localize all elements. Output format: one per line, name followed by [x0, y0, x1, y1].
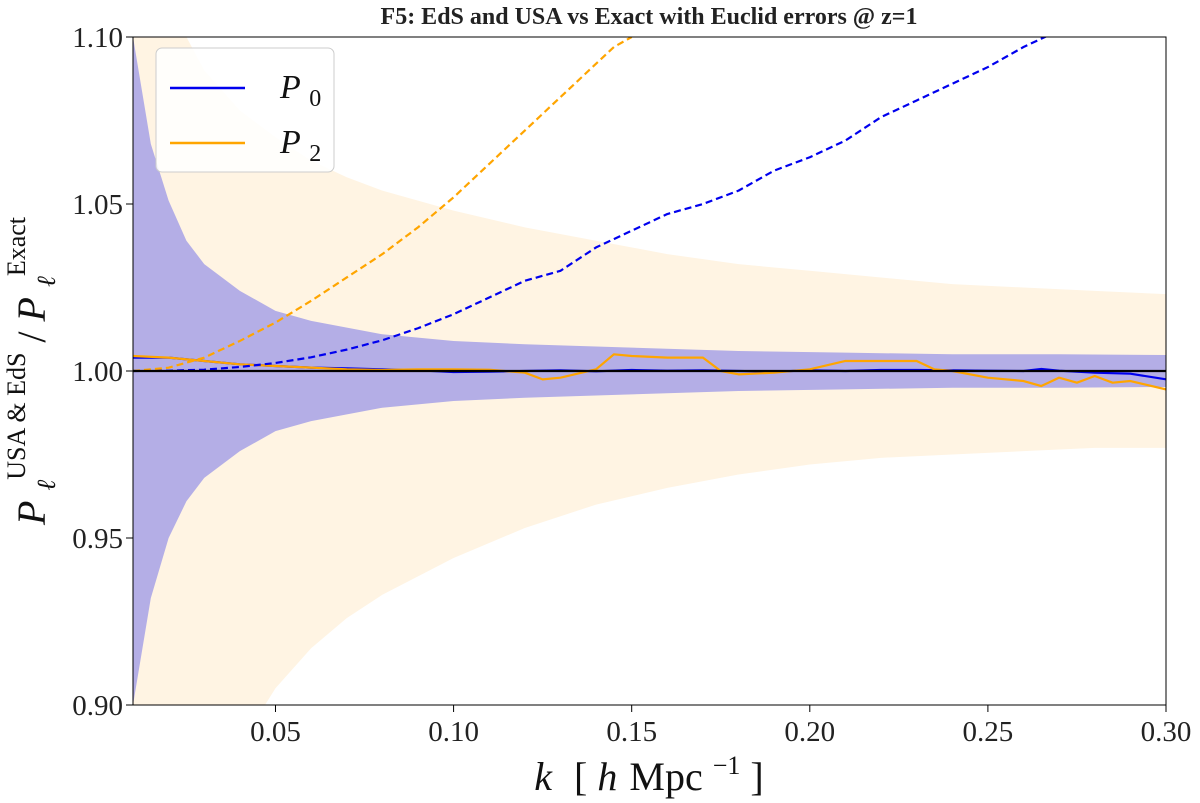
x-tick-label: 0.10: [428, 716, 479, 748]
y-axis-ticks: 0.90 0.95 1.00 1.05 1.10: [72, 22, 133, 722]
legend-box: [155, 47, 335, 173]
y-axis-slash: /: [9, 331, 54, 343]
legend: P 0 P 2: [155, 47, 335, 173]
legend-label-p2: P: [279, 124, 301, 161]
series-line-1: [133, 353, 1166, 391]
legend-sub-p2: 2: [309, 141, 321, 167]
x-tick-label: 0.05: [250, 716, 301, 748]
legend-entry-p2: P 2: [170, 124, 321, 167]
legend-sub-p0: 0: [309, 86, 321, 112]
y-tick-label: 0.95: [72, 523, 123, 555]
x-axis-unit-close: ]: [750, 754, 763, 799]
x-axis-unit-h: h: [597, 754, 617, 799]
svg-text:P 0: P 0: [279, 69, 321, 112]
y-axis-sub2: ℓ: [32, 276, 61, 287]
x-tick-label: 0.30: [1141, 716, 1192, 748]
y-tick-label: 1.05: [72, 189, 123, 221]
x-tick-label: 0.20: [784, 716, 835, 748]
x-axis-unit-exponent: −1: [713, 751, 741, 780]
x-axis-label: k [ h Mpc −1 ]: [534, 738, 763, 799]
x-tick-label: 0.15: [606, 716, 657, 748]
y-axis-var: P: [9, 501, 54, 526]
y-axis-sub: ℓ: [32, 480, 61, 491]
x-axis-ticks: 0.05 0.10 0.15 0.20 0.25 0.30: [250, 705, 1191, 748]
x-axis-unit-mpc: Mpc: [629, 754, 702, 799]
series-line-2: [133, 37, 1048, 373]
y-axis-sup2: Exact: [2, 216, 31, 276]
x-tick-label: 0.25: [963, 716, 1014, 748]
y-axis-var2: P: [9, 297, 54, 322]
legend-entry-p0: P 0: [170, 69, 321, 112]
y-axis-label: P ℓ USA & EdS / P ℓ Exact: [0, 216, 64, 526]
y-tick-label: 1.10: [72, 22, 123, 54]
y-tick-label: 1.00: [72, 356, 123, 388]
plot-area: [133, 37, 1166, 705]
x-axis-unit-open: [: [574, 754, 587, 799]
svg-text:P 2: P 2: [279, 124, 321, 167]
chart-title: F5: EdS and USA vs Exact with Euclid err…: [381, 4, 918, 30]
x-axis-variable: k: [534, 754, 553, 799]
legend-label-p0: P: [279, 69, 301, 106]
series-line-3: [133, 37, 633, 373]
y-tick-label: 0.90: [72, 690, 123, 722]
y-axis-sup: USA & EdS: [2, 353, 31, 480]
